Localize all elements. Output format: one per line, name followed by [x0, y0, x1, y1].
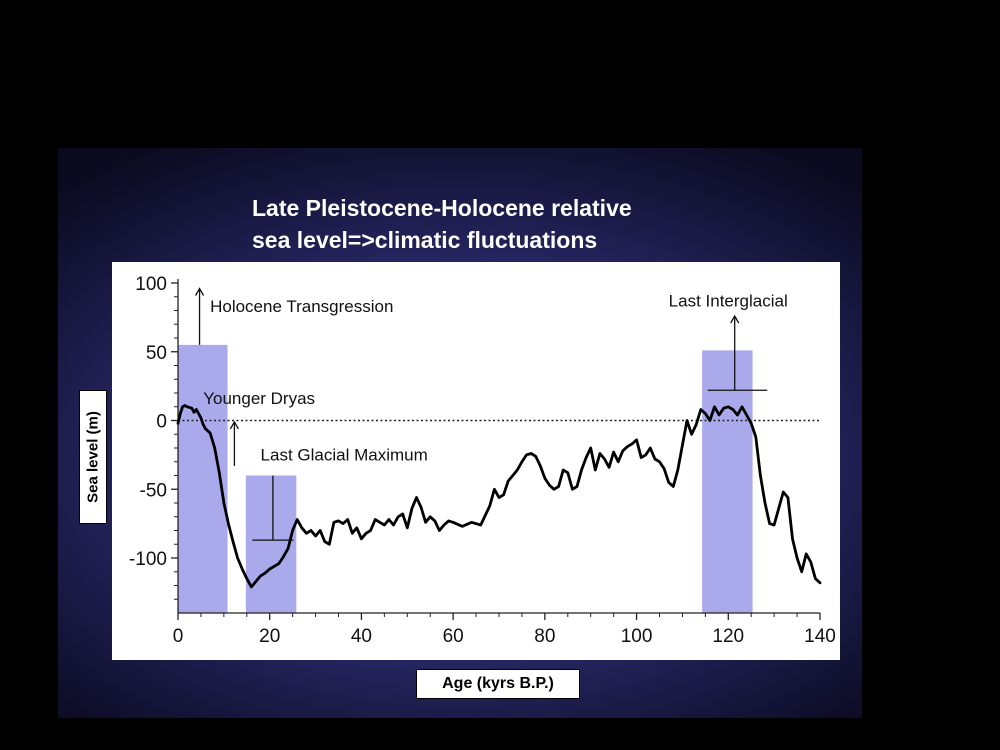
title-line-2: sea level=>climatic fluctuations [252, 227, 598, 253]
slide-title: Late Pleistocene-Holocene relative sea l… [252, 192, 772, 256]
x-tick-label-100: 100 [621, 626, 653, 647]
y-tick-label--100: -100 [129, 549, 167, 570]
shaded-band-3 [702, 350, 753, 613]
y-tick-label-100: 100 [135, 274, 167, 295]
x-tick-label-0: 0 [173, 626, 184, 647]
title-line-1: Late Pleistocene-Holocene relative [252, 195, 632, 221]
x-axis-label-box: Age (kyrs B.P.) [416, 669, 580, 699]
marker-interglacial-arrowhead [730, 314, 740, 324]
x-axis-label: Age (kyrs B.P.) [442, 675, 554, 692]
annotation-holocene-transgression: Holocene Transgression [210, 297, 393, 316]
marker-arrowhead-2 [229, 420, 239, 430]
x-tick-label-40: 40 [351, 626, 372, 647]
y-axis-label: Sea level (m) [84, 411, 102, 503]
y-tick-label-50: 50 [146, 343, 167, 364]
marker-arrowhead-1 [194, 287, 205, 296]
x-tick-label-120: 120 [712, 626, 744, 647]
x-tick-label-20: 20 [259, 626, 280, 647]
annotation-younger-dryas: Younger Dryas [203, 389, 315, 408]
y-axis-label-box: Sea level (m) [79, 390, 107, 524]
y-tick-label-0: 0 [156, 412, 167, 433]
annotation-last-glacial-maximum: Last Glacial Maximum [261, 445, 428, 464]
x-tick-label-60: 60 [443, 626, 464, 647]
annotation-last-interglacial: Last Interglacial [669, 291, 788, 310]
x-tick-label-140: 140 [804, 626, 836, 647]
x-tick-label-80: 80 [534, 626, 555, 647]
sea-level-chart: 100 50 0 -50 -100 0 20 40 60 80 100 120 140 Holocene … [129, 274, 836, 647]
chart-panel: 100 50 0 -50 -100 0 20 40 60 80 100 120 140 Holocene … [112, 262, 840, 660]
y-tick-label--50: -50 [140, 480, 167, 501]
sea-level-series-line [176, 404, 822, 589]
